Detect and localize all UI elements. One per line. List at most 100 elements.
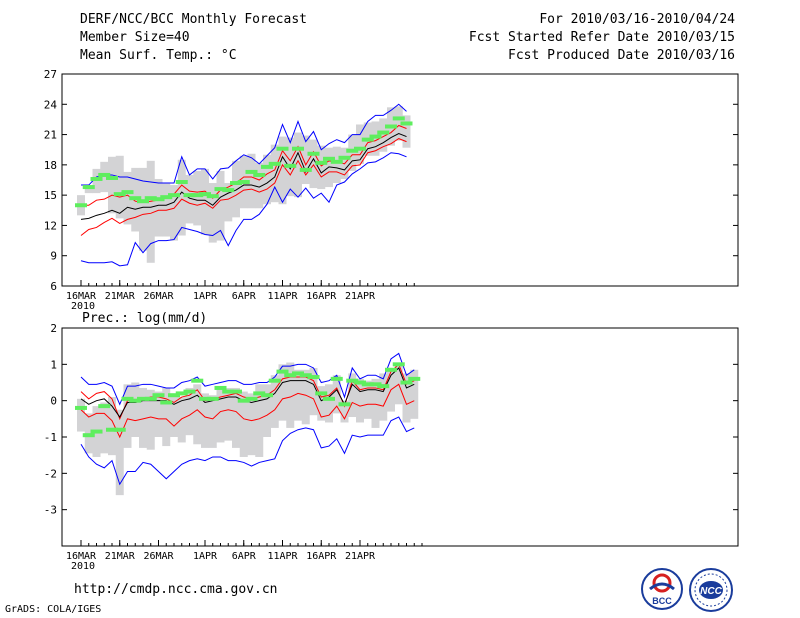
spread-box	[146, 160, 155, 263]
source-url[interactable]: http://cmdp.ncc.cma.gov.cn	[74, 582, 278, 597]
median-marker	[90, 429, 103, 434]
spread-box	[402, 373, 411, 423]
median-marker	[361, 382, 374, 387]
x-tick-label: 21APR	[345, 551, 376, 562]
median-marker	[292, 371, 304, 376]
median-marker	[245, 169, 258, 174]
median-marker	[330, 159, 343, 164]
spread-box	[193, 170, 202, 226]
spread-box	[201, 168, 209, 235]
median-marker	[152, 197, 165, 202]
median-marker	[90, 176, 103, 181]
spread-box	[123, 384, 132, 448]
median-marker	[183, 193, 196, 198]
x-tick-label: 11APR	[267, 291, 298, 302]
median-marker	[75, 405, 87, 410]
median-marker	[230, 181, 242, 186]
median-marker	[377, 384, 390, 389]
median-marker	[284, 373, 297, 378]
x-tick-label: 11APR	[267, 551, 298, 562]
spread-box	[278, 136, 287, 205]
y-tick-label: 18	[44, 159, 57, 172]
spread-box	[193, 384, 202, 445]
grads-credit: GrADS: COLA/IGES	[5, 604, 102, 615]
median-marker	[113, 192, 126, 197]
chart-title: DERF/NCC/BCC Monthly Forecast	[80, 12, 307, 27]
ncc-logo: NCC	[689, 568, 733, 612]
median-marker	[292, 146, 304, 151]
spread-box	[317, 145, 326, 190]
median-marker	[369, 382, 382, 387]
spread-box	[239, 391, 248, 457]
y-tick-label: 12	[44, 219, 57, 232]
spread-box	[270, 375, 279, 428]
median-marker	[214, 187, 227, 192]
spread-box	[255, 384, 264, 457]
median-marker	[299, 373, 312, 378]
spread-box	[170, 393, 178, 437]
variable-label: Mean Surf. Temp.: °C	[80, 48, 237, 63]
median-marker	[307, 375, 320, 380]
spread-box	[108, 397, 116, 456]
median-marker	[338, 155, 351, 160]
median-marker	[315, 160, 328, 165]
spread-box	[185, 174, 194, 224]
x-tick-label: 26MAR	[143, 551, 174, 562]
median-marker	[175, 180, 188, 185]
spread-box	[348, 373, 357, 418]
spread-box	[270, 144, 279, 203]
median-marker	[222, 389, 235, 394]
spread-box	[162, 387, 171, 447]
spread-box	[123, 171, 132, 225]
spread-box	[201, 393, 209, 448]
x-tick-label: 6APR	[232, 551, 257, 562]
median-marker	[98, 172, 111, 177]
spread-box	[170, 185, 178, 241]
median-marker	[199, 396, 211, 401]
spread-box	[371, 121, 380, 156]
forecast-period: For 2010/03/16-2010/04/24	[539, 12, 735, 27]
median-marker	[191, 378, 204, 383]
series-line-lower	[80, 383, 415, 439]
median-marker	[361, 137, 374, 142]
spread-box	[108, 156, 116, 214]
median-marker	[400, 121, 413, 126]
bcc-logo-text: BCC	[652, 596, 672, 606]
median-marker	[206, 396, 219, 401]
median-marker	[82, 433, 95, 438]
spread-box	[185, 387, 194, 436]
spread-box	[139, 167, 147, 251]
median-marker	[299, 167, 312, 172]
median-marker	[392, 116, 405, 121]
median-marker	[129, 398, 142, 403]
spread-box	[154, 391, 163, 437]
median-marker	[137, 396, 149, 401]
forecast-started-date: Fcst Started Refer Date 2010/03/15	[468, 30, 735, 45]
x-tick-label: 16MAR	[66, 291, 97, 302]
spread-box	[263, 384, 271, 437]
median-marker	[261, 393, 273, 398]
x-tick-label: 26MAR	[143, 291, 174, 302]
spread-box	[379, 118, 388, 152]
median-marker	[75, 203, 87, 208]
y-tick-label: 2	[50, 322, 57, 335]
spread-box	[92, 168, 101, 194]
x-tick-label: 21MAR	[105, 291, 136, 302]
x-tick-label: 16APR	[306, 291, 337, 302]
spread-box	[348, 134, 357, 171]
spread-box	[379, 373, 388, 421]
median-marker	[214, 385, 227, 390]
spread-box	[139, 387, 147, 448]
y-tick-label: 24	[44, 98, 58, 111]
spread-box	[84, 185, 93, 194]
spread-box	[309, 367, 318, 416]
median-marker	[276, 146, 289, 151]
x-tick-label: 1APR	[193, 551, 218, 562]
y-tick-label: 15	[44, 189, 57, 202]
series-line-min	[80, 152, 407, 267]
median-marker	[338, 402, 351, 407]
spread-box	[115, 409, 124, 496]
y-tick-label: 6	[50, 280, 57, 293]
bcc-logo: BCC	[641, 568, 683, 610]
